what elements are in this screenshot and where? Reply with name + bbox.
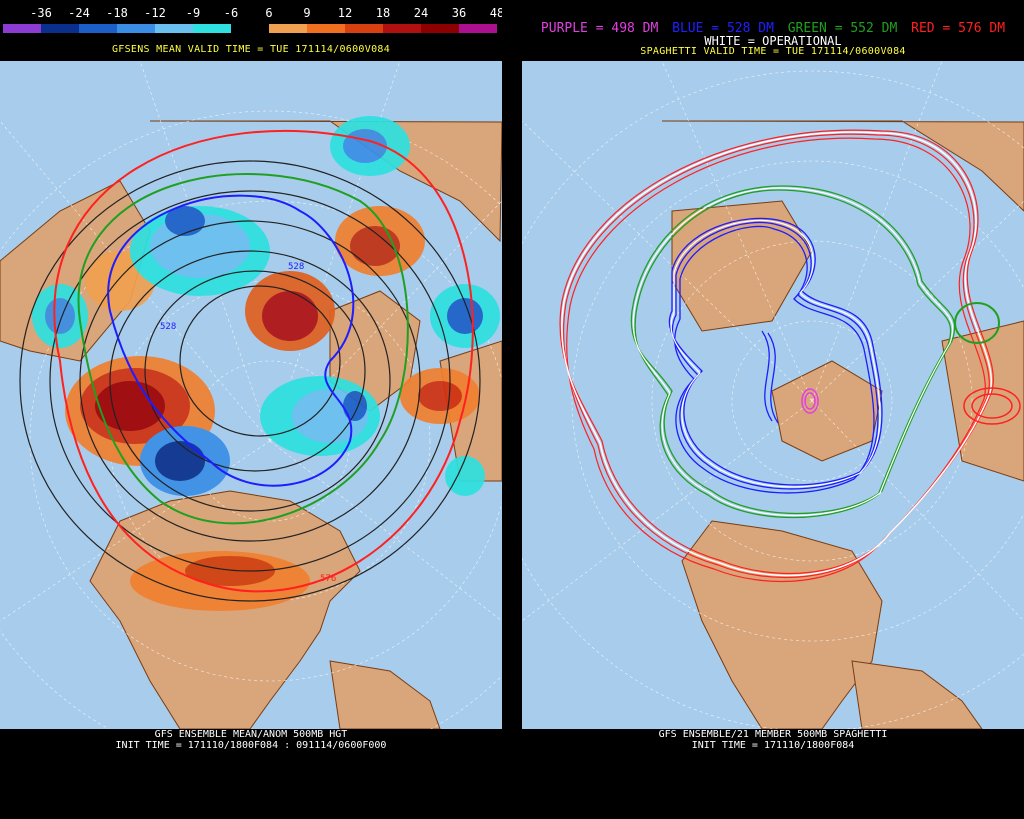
legend-tick-label: -12 [144,6,166,20]
legend-swatch [307,24,345,33]
land-south-america [851,660,983,729]
spaghetti-color-legend: PURPLE = 498 DM BLUE = 528 DM GREEN = 55… [522,21,1024,36]
panel-divider [502,0,522,819]
legend-swatch [41,24,79,33]
land-north-america [681,520,883,729]
contour-label: 528 [288,262,304,272]
legend-swatch [193,24,231,33]
legend-swatch [79,24,117,33]
legend-green: GREEN = 552 DM [787,21,898,36]
legend-blue: BLUE = 528 DM [672,21,774,36]
legend-swatch [345,24,383,33]
legend-tick-label: 48 [489,6,502,20]
anomaly-color-legend [3,24,497,33]
legend-tick-label: 9 [303,6,311,20]
mean-footer-title: GFS ENSEMBLE MEAN/ANOM 500MB HGT [154,729,348,740]
ensemble-mean-map: 528 528 576 [0,61,502,729]
mean-valid-time-header: GFSENS MEAN VALID TIME = TUE 171114/0600… [111,44,391,55]
legend-swatch [269,24,307,33]
legend-swatch [459,24,497,33]
legend-red: RED = 576 DM [911,21,1006,36]
operational-legend: WHITE = OPERATIONAL [704,34,842,48]
legend-swatch [383,24,421,33]
legend-tick-label: -36 [30,6,52,20]
legend-tick-label: 24 [413,6,429,20]
mean-footer-init-time: INIT TIME = 171110/1800F084 : 091114/060… [115,740,387,751]
legend-tick-label: -24 [68,6,90,20]
legend-swatch [421,24,459,33]
ensemble-mean-panel: -36 -24 -18 -12 -9 -6 6 9 12 18 24 36 48 GFSENS MEAN… [0,0,502,819]
spaghetti-panel: PURPLE = 498 DM BLUE = 528 DM GREEN = 55… [522,0,1024,819]
legend-tick-label: -6 [223,6,239,20]
contour-label: 576 [320,574,336,584]
legend-purple: PURPLE = 498 DM [540,21,659,36]
land-eurasia [149,120,502,243]
legend-tick-label: 12 [337,6,353,20]
legend-tick-label: 36 [451,6,467,20]
spaghetti-map [522,61,1024,729]
land-eurasia [661,120,1024,212]
legend-swatch [155,24,193,33]
legend-swatch [231,24,269,33]
legend-tick-label: -9 [185,6,201,20]
land-south-america [329,660,441,729]
legend-tick-label: 18 [375,6,391,20]
spaghetti-footer-init-time: INIT TIME = 171110/1800F084 [691,740,855,751]
legend-swatch [117,24,155,33]
legend-tick-label: 6 [265,6,273,20]
contour-label: 528 [160,322,176,332]
spaghetti-footer-title: GFS ENSEMBLE/21 MEMBER 500MB SPAGHETTI [658,729,888,740]
spaghetti-valid-time-header: SPAGHETTI VALID TIME = TUE 171114/0600V0… [640,46,906,57]
legend-swatch [3,24,41,33]
legend-tick-label: -18 [106,6,128,20]
